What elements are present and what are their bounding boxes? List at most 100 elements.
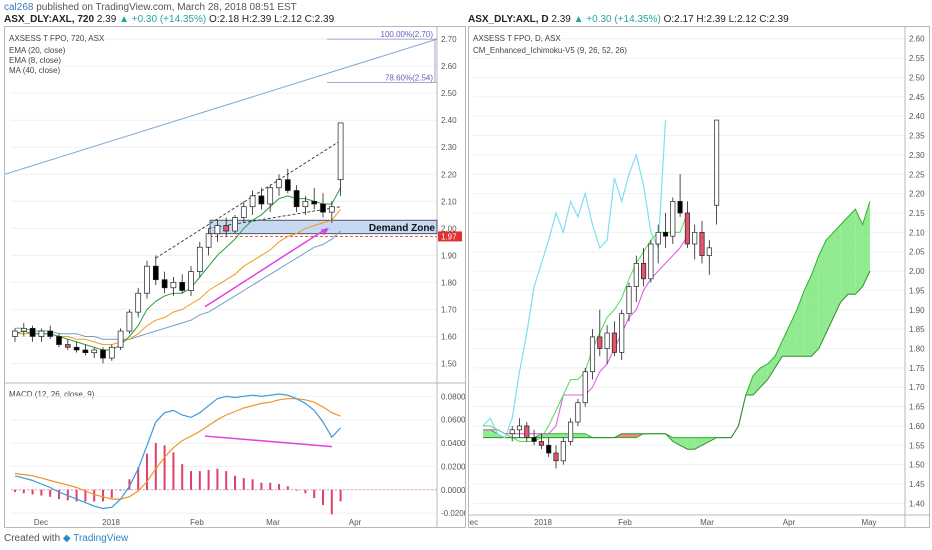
chikou-span-line xyxy=(482,120,667,439)
x-tick-label: Feb xyxy=(190,518,204,527)
legend-entry: MA (40, close) xyxy=(9,66,60,75)
author-link[interactable]: cal268 xyxy=(4,2,34,13)
macd-histogram-bar xyxy=(260,482,263,490)
ichimoku-cloud-segment xyxy=(621,433,629,438)
y-tick-label: 1.40 xyxy=(909,499,925,508)
macd-histogram-bar xyxy=(58,489,60,500)
macd-y-tick-label: 0.0600 xyxy=(441,416,465,425)
candle-body xyxy=(677,201,683,214)
channel-upper-line xyxy=(155,141,339,259)
ichimoku-cloud-segment xyxy=(782,325,790,357)
y-tick-label: 2.55 xyxy=(909,54,925,63)
candle-body xyxy=(214,225,221,235)
candle-body xyxy=(100,349,106,359)
candle-body xyxy=(284,179,291,191)
candle-body xyxy=(641,262,647,280)
ichimoku-cloud-segment xyxy=(796,290,805,357)
candle-body xyxy=(267,187,274,205)
y-tick-label: 1.50 xyxy=(909,461,925,470)
ichimoku-cloud-segment xyxy=(577,433,586,438)
candle-body xyxy=(249,195,256,208)
ema8-line xyxy=(14,187,342,351)
y-tick-label: 1.85 xyxy=(909,325,925,334)
x-tick-label: 2018 xyxy=(534,518,552,527)
last-price-label: 1.97 xyxy=(441,232,457,241)
y-tick-label: 2.30 xyxy=(441,143,457,152)
candle-body xyxy=(108,346,115,359)
candle-body xyxy=(553,452,559,462)
left-symbol-line: ASX_DLY:AXL, 720 2.39 ▲ +0.30 (+14.35%) … xyxy=(4,14,334,25)
right-symbol-line: ASX_DLY:AXL, D 2.39 ▲ +0.30 (+14.35%) O:… xyxy=(468,14,789,25)
y-tick-label: 1.70 xyxy=(441,305,457,314)
macd-histogram-bar xyxy=(198,471,201,490)
ichimoku-cloud-segment xyxy=(789,309,797,357)
candle-body xyxy=(589,336,596,373)
candle-body xyxy=(337,122,344,181)
candle-body xyxy=(29,327,36,337)
x-tick-label: Apr xyxy=(783,518,796,527)
left-chart-svg[interactable]: 2.70 2.60 2.50 2.40 2.30 2.20 2.10 2.00 1.90 1.80… xyxy=(4,27,469,527)
x-tick-label: Mar xyxy=(266,518,280,527)
candle-body xyxy=(582,371,588,404)
candle-body xyxy=(223,225,230,232)
y-tick-label: 2.05 xyxy=(909,248,925,257)
macd-histogram-bar xyxy=(22,489,25,494)
fib-level-label: 100.00%(2.70) xyxy=(381,30,434,39)
candle-body xyxy=(597,336,603,349)
candle-body xyxy=(64,344,71,348)
ichimoku-cloud-segment xyxy=(680,437,688,450)
left-ohlc: O:2.18 H:2.39 L:2.12 C:2.39 xyxy=(209,14,335,25)
footer-text: Created with xyxy=(4,533,61,544)
macd-histogram-bar xyxy=(286,486,289,490)
x-tick-label: Dec xyxy=(34,518,48,527)
y-tick-label: 2.40 xyxy=(441,116,457,125)
x-tick-label: May xyxy=(861,518,876,527)
macd-histogram-bar xyxy=(278,483,280,490)
right-chart-svg[interactable]: 2.60 2.55 2.50 2.45 2.40 2.35 2.30 2.25 2.20 2.15… xyxy=(464,27,929,527)
macd-histogram-bar xyxy=(234,475,236,490)
candle-body xyxy=(170,282,177,289)
tradingview-logo-icon[interactable]: ◆ TradingView xyxy=(62,533,129,544)
candle-body xyxy=(73,346,80,351)
y-tick-label: 2.00 xyxy=(441,224,457,233)
candle-body xyxy=(293,190,300,208)
y-tick-label: 2.70 xyxy=(441,35,457,44)
arrow-head xyxy=(321,228,329,236)
candle-body xyxy=(47,330,54,337)
y-tick-label: 2.60 xyxy=(909,35,925,44)
candle-body xyxy=(82,349,89,354)
candle-body xyxy=(714,119,720,206)
macd-histogram-bar xyxy=(304,489,307,494)
divergence-arrow-macd xyxy=(204,435,333,448)
y-tick-label: 1.80 xyxy=(441,278,457,287)
y-tick-label: 2.10 xyxy=(441,197,457,206)
macd-histogram-bar xyxy=(110,489,113,498)
macd-histogram-bar xyxy=(40,489,43,496)
macd-title: MACD (12, 26, close, 9) xyxy=(9,390,95,399)
candle-body xyxy=(152,265,159,281)
candle-body xyxy=(670,201,676,237)
senkou-b-line xyxy=(483,270,871,450)
macd-histogram-bar xyxy=(172,452,175,490)
ichimoku-cloud-segment xyxy=(862,201,870,287)
x-tick-label: 2018 xyxy=(102,518,120,527)
candle-body xyxy=(240,206,247,218)
ichimoku-cloud-segment xyxy=(855,209,863,295)
candle-body xyxy=(524,425,530,438)
candle-body xyxy=(516,425,523,431)
macd-histogram-bar xyxy=(330,489,333,515)
footer: Created with ◆ TradingView xyxy=(4,533,128,544)
macd-histogram-bar xyxy=(31,489,34,495)
macd-histogram-bar xyxy=(295,489,298,491)
candle-body xyxy=(662,231,669,237)
candle-body xyxy=(91,349,98,354)
y-tick-label: 2.50 xyxy=(441,89,457,98)
y-tick-label: 2.50 xyxy=(909,73,925,82)
candle-body xyxy=(311,200,318,205)
candle-body xyxy=(538,441,544,446)
candle-body xyxy=(320,203,326,213)
candle-body xyxy=(531,437,537,442)
macd-signal-line xyxy=(14,398,341,500)
macd-histogram-bar xyxy=(137,467,140,490)
candle-body xyxy=(38,330,45,337)
